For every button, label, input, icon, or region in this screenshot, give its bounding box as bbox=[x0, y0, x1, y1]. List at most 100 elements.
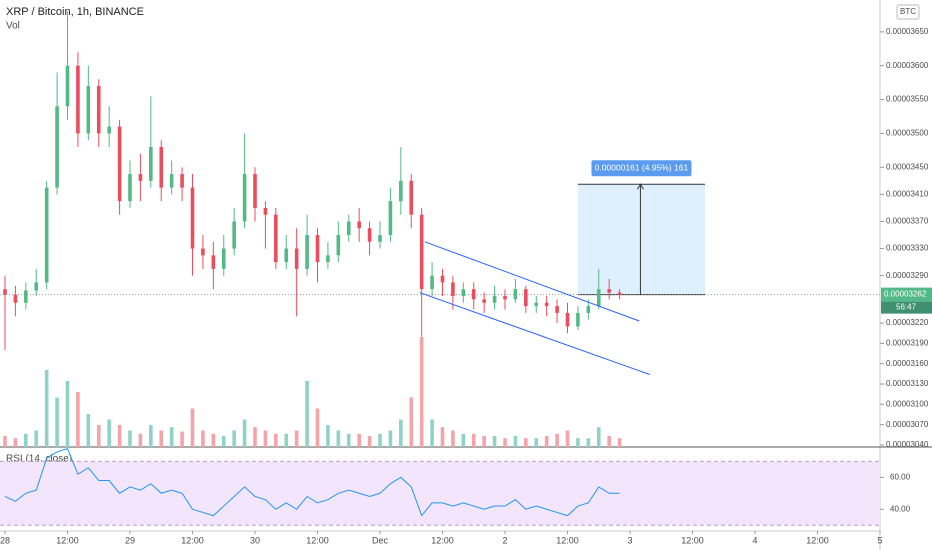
volume-bar bbox=[169, 427, 174, 447]
volume-bar bbox=[86, 414, 91, 447]
volume-bar bbox=[34, 430, 39, 447]
x-tick-label: 12:00 bbox=[56, 535, 79, 545]
candle-body bbox=[596, 289, 601, 307]
volume-bar bbox=[513, 436, 518, 447]
volume-bar bbox=[284, 433, 289, 447]
candle-body bbox=[180, 174, 184, 188]
candle-body bbox=[201, 248, 205, 256]
candle-body bbox=[346, 221, 351, 236]
volume-bar bbox=[149, 425, 153, 447]
rsi-line bbox=[4, 447, 620, 517]
volume-bar bbox=[346, 433, 351, 447]
measure-box bbox=[577, 184, 705, 295]
volume-bar bbox=[55, 397, 59, 447]
candle-body bbox=[586, 306, 591, 313]
x-tick-label: 29 bbox=[125, 535, 135, 545]
volume-bar bbox=[326, 425, 330, 447]
candle-body bbox=[430, 275, 434, 290]
volume-bar bbox=[440, 427, 445, 447]
candle-body bbox=[607, 289, 611, 293]
candle-body bbox=[44, 187, 49, 283]
currency-label: BTC bbox=[900, 7, 916, 16]
candle-body bbox=[555, 306, 559, 313]
candle-body bbox=[399, 180, 403, 202]
candle-body bbox=[24, 290, 28, 303]
x-tick-label: 30 bbox=[250, 535, 260, 545]
volume-bar bbox=[232, 430, 236, 447]
candle-body bbox=[617, 292, 622, 295]
volume-bar bbox=[180, 431, 184, 447]
volume-bar bbox=[211, 433, 216, 447]
candle-body bbox=[65, 65, 70, 107]
candle-body bbox=[55, 106, 59, 188]
volume-bar bbox=[596, 427, 601, 447]
candle-body bbox=[461, 289, 466, 296]
x-tick-label: 3 bbox=[627, 535, 632, 545]
volume-bar bbox=[128, 430, 132, 447]
candle-body bbox=[471, 289, 476, 300]
candle-body bbox=[544, 302, 549, 307]
measure-label: 0.00000161 (4.95%) 161 bbox=[595, 162, 689, 172]
volume-bar bbox=[274, 433, 278, 447]
countdown-box bbox=[881, 301, 932, 314]
candle-body bbox=[13, 294, 18, 303]
countdown-label: 56:47 bbox=[896, 303, 917, 312]
candle-body bbox=[367, 228, 372, 242]
volume-bar bbox=[76, 392, 80, 447]
y-tick-label: 0.00003130 bbox=[886, 379, 929, 388]
y-tick-label: 0.00003450 bbox=[886, 162, 929, 171]
candle-body bbox=[409, 180, 414, 215]
candle-body bbox=[159, 146, 164, 188]
candle-body bbox=[149, 146, 153, 181]
volume-bar bbox=[263, 430, 268, 447]
y-tick-label: 0.00003500 bbox=[886, 129, 929, 138]
candle-body bbox=[576, 312, 580, 327]
volume-bar bbox=[44, 370, 49, 447]
volume-bar bbox=[399, 419, 403, 447]
x-tick-label: 12:00 bbox=[681, 535, 704, 545]
candle-body bbox=[34, 282, 39, 291]
volume-bar bbox=[576, 438, 580, 447]
volume-bar bbox=[555, 433, 559, 447]
candle-body bbox=[388, 201, 393, 236]
candle-body bbox=[305, 235, 309, 269]
volume-bar bbox=[471, 433, 476, 447]
last-price-label: 0.00003262 bbox=[884, 290, 927, 299]
y-tick-label: 0.00003410 bbox=[886, 189, 929, 198]
candle-body bbox=[315, 235, 320, 263]
volume-bar bbox=[357, 433, 361, 447]
volume-bar bbox=[107, 419, 111, 447]
x-tick-label: Dec bbox=[372, 535, 389, 545]
y-tick-label: 0.00003070 bbox=[886, 420, 929, 429]
volume-bar bbox=[388, 430, 393, 447]
volume-bar bbox=[221, 436, 226, 447]
volume-bar bbox=[367, 436, 372, 447]
candle-body bbox=[284, 248, 289, 263]
volume-bar bbox=[138, 433, 143, 447]
candle-body bbox=[253, 174, 257, 208]
volume-bar bbox=[13, 438, 18, 447]
candle-body bbox=[263, 207, 268, 215]
y-tick-label: 0.00003040 bbox=[886, 440, 929, 449]
x-tick-label: 12:00 bbox=[806, 535, 829, 545]
trendline bbox=[424, 241, 640, 322]
volume-bar bbox=[65, 381, 70, 447]
volume-bar bbox=[461, 433, 466, 447]
volume-label: Vol bbox=[6, 21, 20, 32]
x-tick-label: 12:00 bbox=[181, 535, 204, 545]
volume-bar bbox=[492, 436, 497, 447]
rsi-tick-label: 60.00 bbox=[890, 472, 911, 481]
candle-body bbox=[419, 214, 424, 290]
currency-button[interactable] bbox=[896, 4, 920, 20]
volume-bar bbox=[430, 419, 434, 447]
volume-bar bbox=[451, 430, 455, 447]
candle-body bbox=[451, 282, 455, 296]
measure-arrowhead bbox=[636, 183, 644, 190]
candle-body bbox=[503, 295, 507, 300]
candle-body bbox=[211, 255, 216, 269]
volume-bar bbox=[336, 430, 341, 447]
volume-bar bbox=[159, 430, 164, 447]
measure-label-box bbox=[591, 160, 692, 177]
x-tick-label: 28 bbox=[0, 535, 10, 545]
